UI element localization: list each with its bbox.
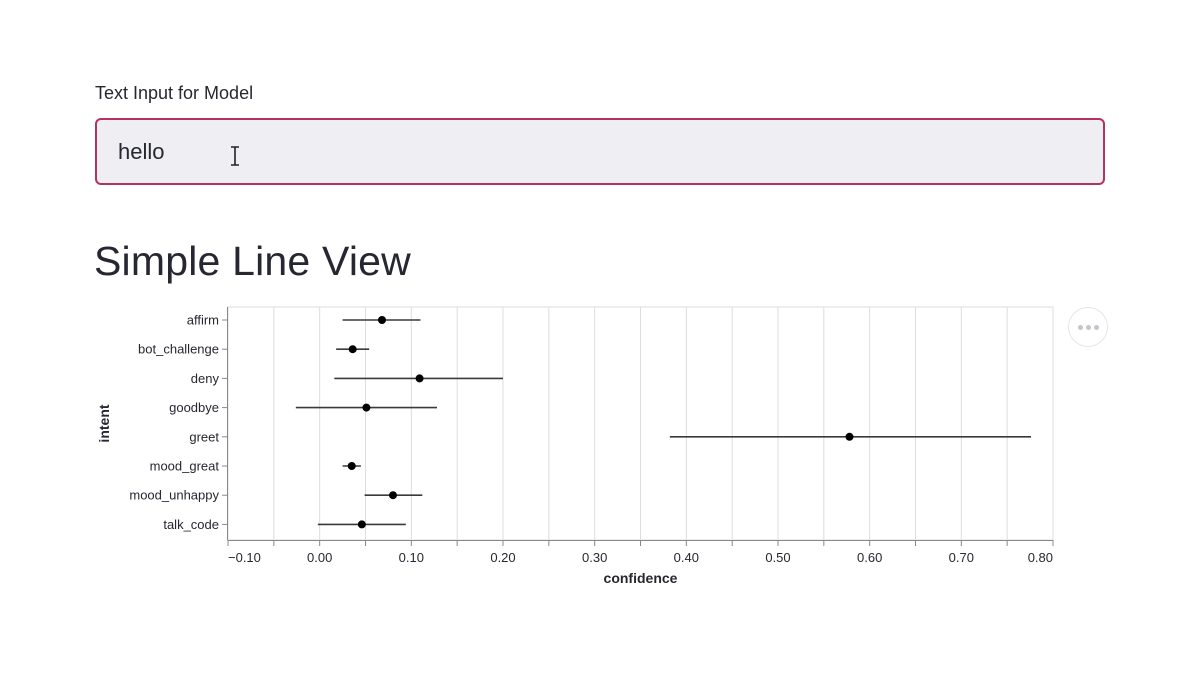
chart-menu-button[interactable] bbox=[1068, 307, 1108, 347]
x-tick-label: 0.60 bbox=[857, 550, 882, 565]
x-tick-label: 0.50 bbox=[765, 550, 790, 565]
data-point bbox=[362, 403, 371, 412]
page-title: Simple Line View bbox=[94, 238, 411, 284]
y-tick-label: deny bbox=[191, 371, 220, 386]
y-tick-label: bot_challenge bbox=[138, 342, 219, 357]
x-tick-label: 0.30 bbox=[582, 550, 607, 565]
x-tick-label: 0.10 bbox=[399, 550, 424, 565]
data-point bbox=[357, 520, 366, 529]
data-point bbox=[378, 316, 386, 324]
x-axis-title: confidence bbox=[604, 570, 678, 586]
data-point bbox=[347, 462, 356, 470]
y-tick-label: affirm bbox=[187, 313, 219, 328]
x-tick-label: 0.20 bbox=[490, 550, 515, 565]
x-tick-label: 0.40 bbox=[674, 550, 699, 565]
x-tick-label: 0.00 bbox=[307, 550, 332, 565]
data-point bbox=[348, 345, 357, 354]
y-tick-label: goodbye bbox=[169, 400, 219, 415]
x-tick-label: 0.80 bbox=[1028, 550, 1053, 565]
model-text-input[interactable] bbox=[95, 118, 1105, 185]
text-cursor-icon bbox=[231, 146, 239, 166]
input-label: Text Input for Model bbox=[95, 83, 254, 103]
x-tick-label: −0.10 bbox=[228, 550, 261, 565]
x-tick-label: 0.70 bbox=[949, 550, 974, 565]
y-axis-title: intent bbox=[96, 404, 112, 442]
data-point bbox=[845, 432, 854, 441]
y-tick-label: mood_great bbox=[150, 459, 220, 474]
y-tick-label: mood_unhappy bbox=[129, 488, 219, 503]
y-tick-label: greet bbox=[189, 429, 219, 444]
y-tick-label: talk_code bbox=[163, 517, 219, 532]
data-point bbox=[389, 491, 397, 500]
more-horizontal-icon bbox=[1077, 324, 1099, 330]
data-point bbox=[415, 374, 424, 383]
